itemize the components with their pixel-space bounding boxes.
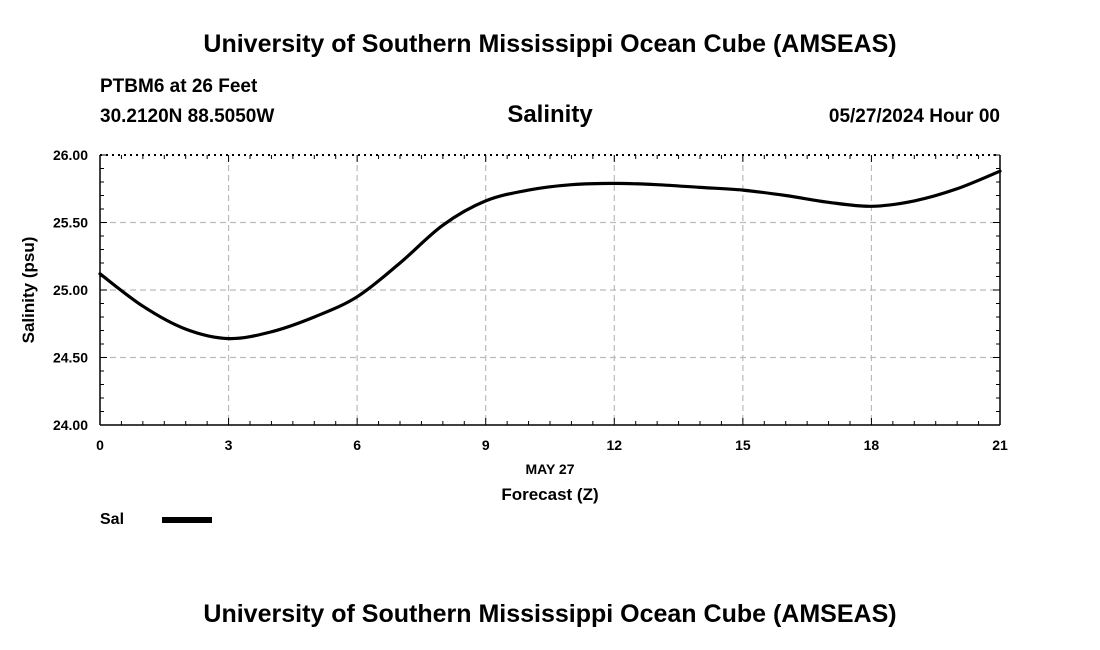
- x-axis-label: Forecast (Z): [501, 485, 598, 504]
- x-tick-label: 15: [735, 437, 751, 453]
- x-tick-label: 3: [225, 437, 233, 453]
- x-date-label: MAY 27: [525, 461, 574, 477]
- y-tick-label: 26.00: [53, 147, 88, 163]
- y-tick-label: 24.00: [53, 417, 88, 433]
- axis-layer: [99, 154, 1001, 426]
- legend-label: Sal: [100, 511, 125, 528]
- series-line-sal: [98, 169, 1002, 341]
- legend-swatch: [162, 517, 212, 523]
- chart-variable-title: Salinity: [507, 101, 593, 128]
- coordinates-label: 30.2120N 88.5050W: [100, 106, 275, 127]
- y-tick-label: 24.50: [53, 350, 88, 366]
- x-tick-label: 9: [482, 437, 490, 453]
- series-layer: [98, 169, 1002, 341]
- label-layer: 0 3 6 9 12 15 18 21 24.00 24.50 25.00 25.50 26.00 MAY…: [19, 147, 1008, 504]
- x-tick-label: 6: [353, 437, 361, 453]
- footer-title: University of Southern Mississippi Ocean…: [203, 600, 897, 628]
- grid-layer: [100, 155, 1000, 425]
- station-label: PTBM6 at 26 Feet: [100, 76, 258, 97]
- y-tick-label: 25.50: [53, 215, 88, 231]
- y-tick-label: 25.00: [53, 282, 88, 298]
- x-tick-label: 21: [992, 437, 1008, 453]
- chart-main-title: University of Southern Mississippi Ocean…: [203, 30, 897, 58]
- x-tick-label: 18: [864, 437, 880, 453]
- x-tick-label: 0: [96, 437, 104, 453]
- x-tick-label: 12: [606, 437, 622, 453]
- forecast-datetime: 05/27/2024 Hour 00: [828, 106, 1000, 127]
- y-axis-label: Salinity (psu): [19, 237, 38, 344]
